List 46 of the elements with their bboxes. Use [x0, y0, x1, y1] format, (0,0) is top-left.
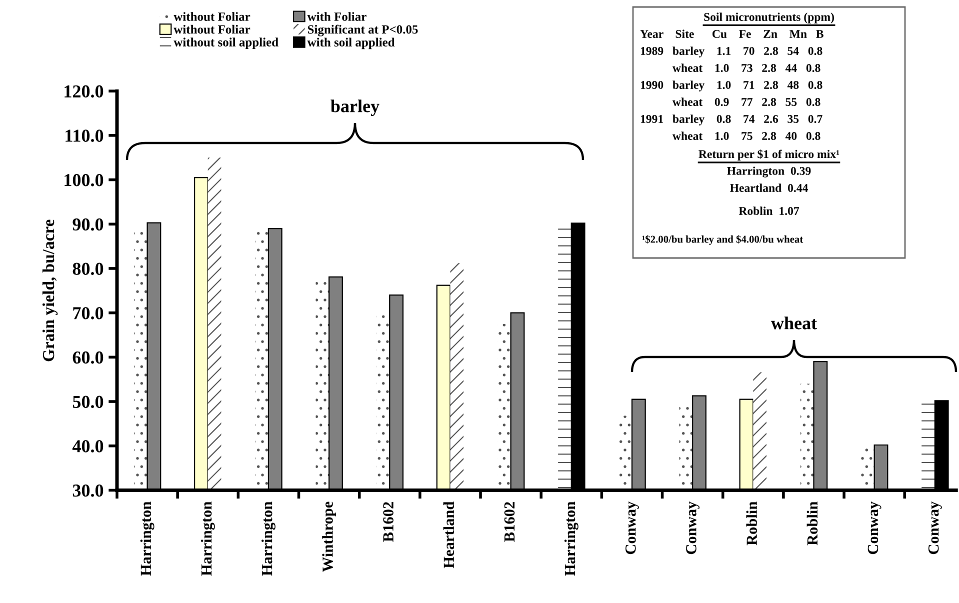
y-tick-label: 110.0 — [66, 130, 104, 142]
y-tick-label: 100.0 — [64, 174, 104, 186]
x-tick-label: Conway — [928, 502, 942, 554]
legend-label: with soil applied — [307, 38, 395, 50]
x-tick-label: Conway — [626, 502, 639, 554]
x-tick-label: Harrington — [200, 502, 215, 576]
annotation: Heartland 0.44 — [730, 184, 808, 192]
text: wheat 1.0 73 2.8 44 0.8 — [672, 64, 820, 72]
legend-label: without Foliar — [174, 24, 250, 34]
y-tick-label: 90.0 — [72, 218, 104, 231]
text: Soil micronutrients (ppm) — [704, 12, 834, 24]
annotation: ¹$2.00/bu barley and $4.00/bu wheat — [642, 235, 804, 245]
x-tick-label: Roblin — [806, 502, 818, 546]
annotation: 1990 barley 1.0 71 2.8 48 0.8 — [640, 80, 822, 92]
annotation: wheat 0.9 77 2.8 55 0.8 — [672, 98, 820, 106]
legend-label: Significant at P<0.05 — [308, 24, 418, 36]
y-tick-label: 60.0 — [72, 351, 104, 364]
x-tick-label: Harrington — [564, 502, 578, 576]
annotation: 1991 barley 0.8 74 2.6 35 0.7 — [640, 114, 822, 126]
x-tick-label: Conway — [686, 502, 700, 554]
annotation: wheat — [770, 316, 817, 330]
y-axis-title: Grain yield, bu/acre — [42, 220, 58, 362]
x-tick-label: B1602 — [504, 502, 515, 542]
y-tick-label: 80.0 — [72, 262, 104, 275]
text: 1989 barley 1.1 70 2.8 54 0.8 — [640, 46, 822, 58]
x-tick-label: Conway — [868, 502, 882, 554]
annotation: Roblin 1.07 — [738, 206, 800, 216]
x-tick-label: Harrington — [261, 502, 276, 576]
annotation: wheat 1.0 75 2.8 40 0.8 — [672, 132, 820, 140]
y-tick-label: 50.0 — [72, 396, 104, 408]
x-tick-label: Harrington — [140, 502, 154, 576]
x-tick-label: Winthrope — [322, 502, 336, 572]
x-tick-label: Roblin — [746, 502, 757, 546]
x-tick-label: B1602 — [383, 502, 394, 542]
annotation: Harrington 0.39 — [727, 166, 811, 178]
text: Year Site Cu Fe Zn Mn B — [640, 30, 824, 38]
x-tick-label: Heartland — [443, 502, 454, 568]
legend-label: without soil applied — [174, 38, 278, 49]
y-tick-label: 30.0 — [72, 484, 104, 497]
y-tick-label: 70.0 — [73, 307, 104, 320]
annotation: barley — [330, 100, 380, 116]
legend-label: with Foliar — [307, 12, 366, 21]
y-tick-label: 40.0 — [72, 440, 104, 452]
y-tick-label: 120.0 — [64, 85, 104, 98]
annotation: Return per $1 of micro mix¹ — [698, 149, 840, 161]
legend-label: without Foliar — [174, 12, 250, 21]
